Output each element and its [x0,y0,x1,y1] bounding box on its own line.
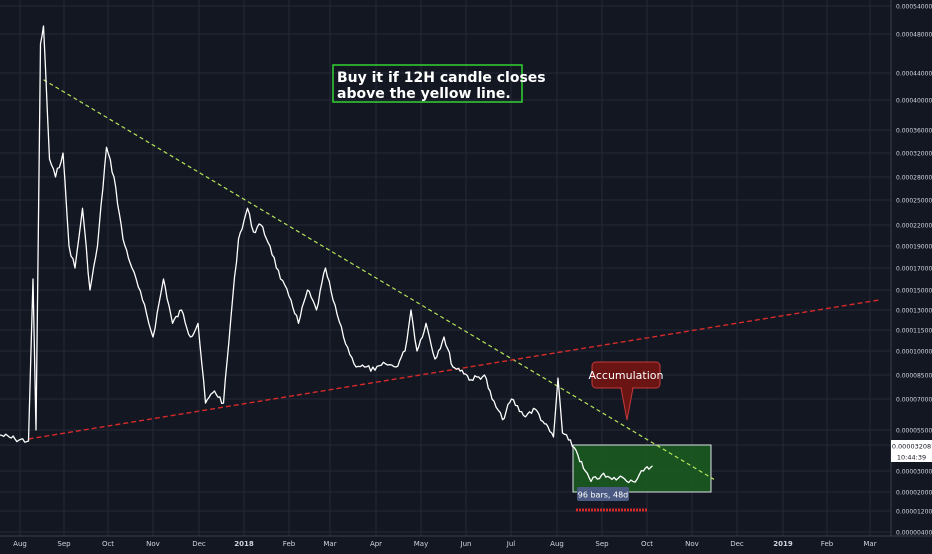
y-tick-label: 0.00036000 [896,128,932,135]
accumulation-callout: Accumulation [589,361,664,421]
y-tick-label: 0.00003000 [896,469,932,476]
y-tick-label: 0.00040000 [896,98,932,105]
note-line-1: Buy it if 12H candle closes [337,70,546,86]
annotation-layer: Buy it if 12H candle closes above the ye… [332,64,664,512]
x-tick-label: Jul [506,540,516,548]
y-tick-label: 0.00015000 [896,288,932,295]
x-tick-label: 2018 [234,540,254,548]
measure-label-box [577,487,629,501]
y-tick-label: 0.00011500 [896,328,932,335]
x-tick-label: Dec [192,540,206,548]
x-tick-label: Oct [102,540,114,548]
y-tick-label: 0.00019000 [896,244,932,251]
x-tick-label: May [414,540,428,548]
grid-layer [0,0,891,536]
y-tick-label: 0.00001200 [896,509,932,516]
x-tick-label: Apr [370,540,382,548]
x-tick-label: Mar [863,540,876,548]
y-tick-label: 0.00028000 [896,175,932,182]
measure-label-text: 96 bars, 48d [578,491,629,500]
y-tick-label: 0.00017000 [896,266,932,273]
x-tick-label: Aug [550,540,564,548]
x-tick-label: Nov [146,540,160,548]
y-tick-label: 0.00010000 [896,349,932,356]
x-tick-label: Nov [685,540,699,548]
note-box: Buy it if 12H candle closes above the ye… [332,64,546,103]
x-tick-label: Dec [730,540,744,548]
x-tick-label: Sep [595,540,609,548]
price-line [0,25,653,484]
x-tick-label: Jun [460,540,472,548]
y-tick-label: 0.00025000 [896,198,932,205]
y-tick-label: 0.00000400 [896,530,932,537]
x-tick-label: 2019 [773,540,793,548]
price-tag-box [891,440,932,451]
y-tick-label: 0.00005500 [896,428,932,435]
price-layer [0,25,653,484]
y-tick-label: 0.00054000 [896,4,932,11]
price-tag-text: 0.00003208 [892,443,931,451]
x-tick-label: Mar [323,540,336,548]
x-tick-label: Aug [13,540,27,548]
y-tick-label: 0.00032000 [896,151,932,158]
callout-label: Accumulation [589,369,664,382]
price-tags: 0.00003208 10:44:39 [891,440,932,462]
y-tick-label: 0.00048000 [896,32,932,39]
y-tick-label: 0.00044000 [896,71,932,78]
y-tick-label: 0.00007000 [896,397,932,404]
note-box-frame [332,64,523,103]
note-line-2: above the yellow line. [337,86,511,102]
x-tick-label: Feb [283,540,296,548]
countdown-tag-box [891,451,932,462]
callout-pointer-cover [622,386,632,389]
countdown-tag-text: 10:44:39 [897,454,926,462]
x-tick-label: Feb [821,540,834,548]
accumulation-zone [572,444,712,493]
y-tick-label: 0.00002000 [896,490,932,497]
y-tick-label: 0.00013000 [896,308,932,315]
x-tick-label: Oct [641,540,653,548]
measure-label: 96 bars, 48d [577,487,629,501]
zone-layer [572,444,712,493]
y-tick-label: 0.00008500 [896,373,932,380]
y-tick-label: 0.00022000 [896,223,932,230]
x-tick-label: Sep [57,540,71,548]
